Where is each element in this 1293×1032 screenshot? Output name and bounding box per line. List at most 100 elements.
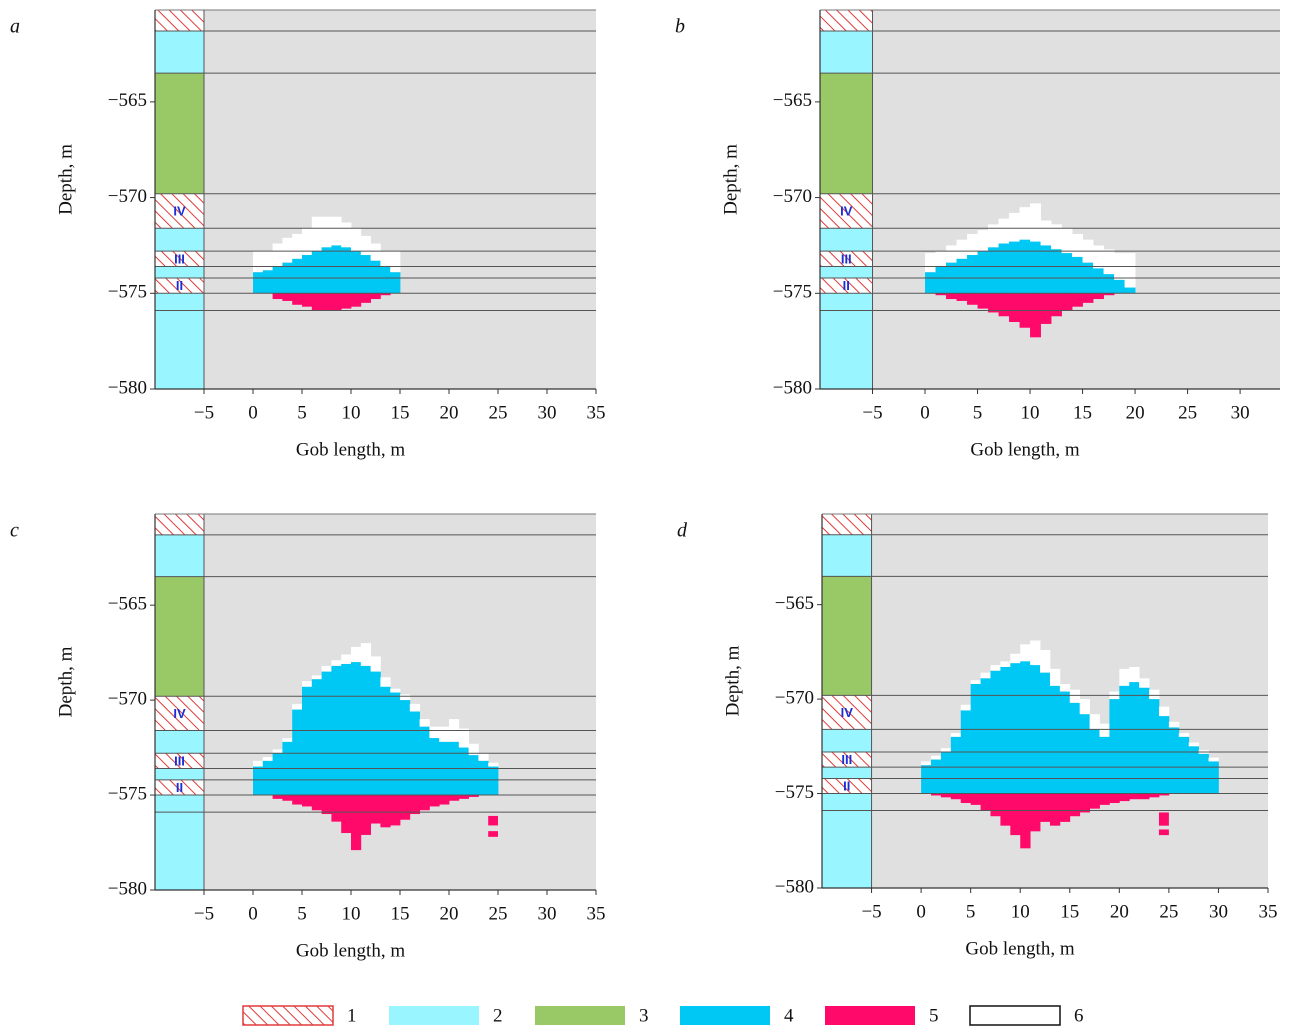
- stratum: [155, 266, 204, 277]
- zone4-cell: [1209, 761, 1219, 793]
- x-tick-label: 20: [440, 402, 459, 423]
- zone5-cell: [361, 293, 371, 303]
- zone4-cell: [1189, 746, 1199, 793]
- x-axis-label: Gob length, m: [970, 439, 1079, 460]
- zone4-cell: [1020, 661, 1030, 793]
- zone4-cell: [459, 748, 469, 795]
- legend-swatch: [243, 1006, 333, 1025]
- y-tick-label: −575: [775, 782, 814, 803]
- x-tick-label: 15: [391, 903, 410, 924]
- stratum-label: II: [176, 780, 183, 795]
- zone5-cell: [282, 293, 292, 301]
- zone6-cell: [380, 251, 390, 266]
- panel: IVIIIII−565−570−575−580−505101520253035d…: [677, 514, 1278, 959]
- zone4-cell: [1119, 686, 1129, 794]
- zone6-cell: [1179, 733, 1189, 737]
- zone6-cell: [961, 705, 971, 711]
- zone5-cell: [351, 795, 361, 850]
- zone4-cell: [322, 247, 332, 293]
- zone4-cell: [957, 259, 968, 293]
- zone4-cell: [1070, 703, 1080, 794]
- stratum: [155, 10, 204, 31]
- zone6-cell: [390, 689, 400, 693]
- x-tick-label: 5: [973, 402, 983, 423]
- zone6-cell: [1209, 758, 1219, 762]
- zone6-cell: [921, 761, 931, 765]
- y-tick-label: −565: [773, 90, 812, 111]
- stratum-label: III: [174, 753, 185, 768]
- zone6-cell: [1041, 221, 1052, 246]
- zone6-cell: [410, 704, 420, 712]
- stratum-label: III: [841, 752, 852, 767]
- stratum: [820, 293, 873, 389]
- zone4-cell: [951, 737, 961, 794]
- zone4-cell: [273, 753, 283, 795]
- zone5-cell: [439, 795, 449, 804]
- zone4-cell: [469, 755, 479, 795]
- zone4-cell: [967, 255, 978, 293]
- zone6-cell: [1139, 678, 1149, 687]
- zone4-cell: [1139, 688, 1149, 794]
- zone6-cell: [351, 647, 361, 662]
- legend-label: 3: [639, 1005, 649, 1026]
- zone5-cell: [341, 293, 351, 308]
- stratum: [822, 767, 872, 778]
- stratum: [155, 228, 204, 251]
- x-tick-label: 30: [1231, 402, 1250, 423]
- zone6-cell: [978, 230, 989, 251]
- y-tick-label: −575: [773, 282, 812, 303]
- zone6-cell: [967, 234, 978, 255]
- zone5-cell: [990, 794, 1000, 817]
- stratum: [820, 73, 873, 194]
- zone4-cell: [1009, 242, 1020, 294]
- zone5-cell: [322, 795, 332, 814]
- zone4-cell: [990, 671, 1000, 794]
- zone4-cell: [253, 767, 263, 795]
- zone6-cell: [292, 704, 302, 710]
- zone5-cell: [1090, 794, 1100, 809]
- zone4-cell: [420, 727, 430, 795]
- zone6-cell: [331, 217, 341, 246]
- zone6-cell: [946, 245, 957, 262]
- stratum-label: III: [841, 251, 852, 266]
- zone6-cell: [990, 665, 1000, 671]
- legend-label: 4: [784, 1005, 794, 1026]
- zone4-cell: [1000, 667, 1010, 794]
- zone4-cell: [371, 672, 381, 795]
- zone4-cell: [1090, 729, 1100, 793]
- x-tick-label: 30: [1209, 901, 1228, 922]
- x-axis-label: Gob length, m: [965, 938, 1074, 959]
- x-tick-label: 20: [440, 903, 459, 924]
- x-tick-label: 25: [1178, 402, 1197, 423]
- zone5-cell: [1100, 794, 1110, 805]
- zone5-cell: [341, 795, 351, 833]
- zone5-cell: [1009, 293, 1020, 322]
- zone6-cell: [1009, 213, 1020, 242]
- zone5-cell: [1000, 794, 1010, 826]
- zone5-cell: [1083, 293, 1094, 303]
- zone4-cell: [292, 710, 302, 795]
- y-tick-label: −580: [775, 876, 814, 897]
- zone6-cell: [341, 655, 351, 664]
- x-tick-label: 30: [538, 402, 557, 423]
- y-axis-label: Depth, m: [722, 645, 743, 716]
- zone6-cell: [951, 733, 961, 737]
- legend-swatch: [825, 1006, 915, 1025]
- zone6-cell: [273, 749, 283, 753]
- zone5-cell: [1050, 794, 1060, 826]
- legend-swatch: [389, 1006, 479, 1025]
- panel-label: c: [10, 520, 19, 542]
- zone6-cell: [263, 757, 273, 761]
- x-tick-label: 35: [1259, 901, 1278, 922]
- plot-area: [820, 10, 1280, 389]
- zone4-cell: [1010, 663, 1020, 793]
- zone5-cell: [981, 794, 991, 811]
- zone5-cell: [1060, 794, 1070, 822]
- zone5-cell: [273, 795, 283, 799]
- zone5-cell: [361, 795, 371, 835]
- y-axis-label: Depth, m: [55, 144, 76, 215]
- zone4-cell: [302, 687, 312, 795]
- zone5-cell: [302, 795, 312, 806]
- zone6-cell: [341, 222, 351, 247]
- zone4-cell: [1080, 714, 1090, 793]
